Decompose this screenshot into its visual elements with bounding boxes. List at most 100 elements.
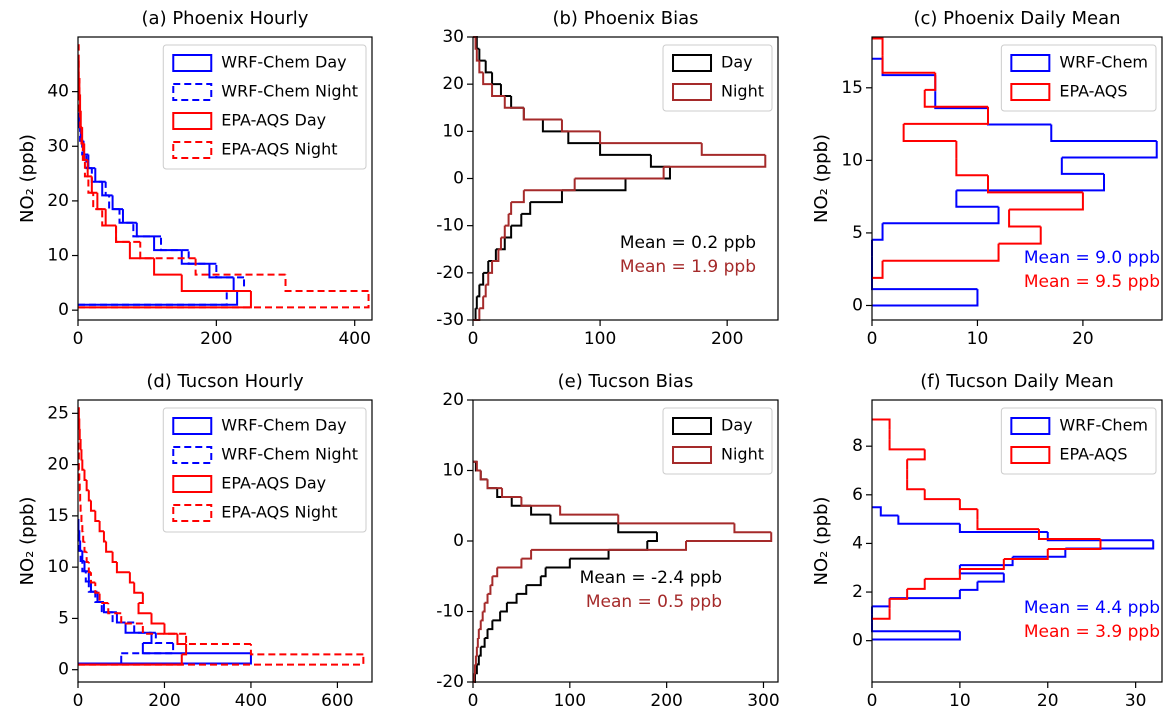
- histogram-step: [483, 261, 490, 274]
- panel-title: (c) Phoenix Daily Mean: [913, 8, 1120, 29]
- histogram-step: [649, 154, 670, 168]
- histogram-step: [889, 588, 909, 600]
- histogram-step: [94, 582, 100, 594]
- histogram-step: [78, 653, 123, 665]
- legend: WRF-Chem EPA-AQS: [1000, 407, 1157, 475]
- histogram-step: [569, 549, 610, 560]
- histogram-step: [506, 593, 518, 604]
- histogram-step: [473, 460, 481, 472]
- histogram-step: [83, 541, 87, 553]
- histogram-step: [872, 418, 891, 430]
- x-tick-label: 100: [584, 329, 616, 349]
- histogram-step: [872, 289, 979, 307]
- histogram-step: [80, 510, 83, 523]
- legend: Day Night: [662, 407, 773, 475]
- legend-swatch: [172, 475, 213, 493]
- legend-frame: [662, 407, 773, 475]
- histogram-step: [872, 260, 884, 279]
- histogram-step: [137, 603, 152, 615]
- histogram-step: [476, 637, 479, 648]
- histogram-step: [520, 496, 561, 507]
- histogram-step: [903, 106, 989, 125]
- histogram-step: [977, 573, 1005, 583]
- x-tick-label: 200: [200, 329, 232, 349]
- histogram-step: [508, 202, 513, 215]
- histogram-step: [87, 490, 91, 502]
- histogram-step: [483, 284, 487, 298]
- axes-frame: [472, 399, 779, 683]
- histogram-step: [141, 623, 187, 635]
- histogram-step: [92, 192, 103, 211]
- y-tick-label: 20: [47, 191, 69, 211]
- x-tick-label: 400: [338, 329, 370, 349]
- x-tick-label: 0: [73, 691, 84, 711]
- histogram-step: [872, 37, 884, 56]
- histogram-step: [1050, 124, 1157, 143]
- histogram-step: [521, 202, 532, 215]
- histogram-step: [599, 143, 651, 156]
- legend-label: Day: [721, 416, 753, 435]
- y-tick-label: 0: [852, 295, 863, 315]
- legend-swatch: [1010, 83, 1051, 101]
- histogram-step: [871, 622, 960, 633]
- histogram-step: [1046, 532, 1154, 542]
- histogram-step: [479, 272, 485, 286]
- histogram-step: [486, 479, 503, 490]
- histogram-step: [998, 226, 1042, 245]
- histogram-step: [882, 206, 1000, 225]
- panel: (c) Phoenix Daily Mean NO₂ (ppb) 0 10 20 0 5 10…: [811, 8, 1163, 349]
- histogram-step: [81, 560, 86, 573]
- histogram-step: [132, 222, 162, 238]
- histogram-step: [872, 608, 891, 620]
- histogram-step: [647, 532, 658, 542]
- y-tick-label: 15: [47, 506, 69, 526]
- histogram-step: [958, 523, 1048, 534]
- histogram-step: [511, 190, 525, 204]
- y-tick-label: 5: [58, 608, 69, 628]
- histogram-step: [154, 632, 174, 645]
- histogram-step: [121, 209, 137, 224]
- histogram-step: [479, 470, 488, 481]
- histogram-step: [85, 479, 89, 492]
- y-tick-label: 5: [852, 223, 863, 243]
- histogram-step: [482, 602, 486, 613]
- histogram-step: [497, 558, 523, 569]
- x-tick-label: 200: [650, 691, 682, 711]
- annotation: Mean = 9.0 ppb: [1024, 248, 1160, 268]
- legend-label: EPA-AQS Day: [221, 111, 326, 130]
- y-tick-label: 20: [442, 390, 464, 410]
- legend: Day Night: [662, 44, 773, 112]
- y-tick-label: 2: [852, 582, 863, 602]
- legend-label: WRF-Chem Night: [221, 445, 358, 464]
- histogram-step: [81, 521, 84, 533]
- histogram-step: [83, 469, 87, 481]
- legend: WRF-Chem Day WRF-Chem Night EPA-AQS Day EPA…: [162, 44, 367, 170]
- histogram-step: [104, 181, 110, 197]
- histogram-step: [181, 644, 188, 656]
- histogram-step: [133, 582, 143, 594]
- histogram-step: [80, 449, 83, 461]
- y-tick-label: 0: [453, 169, 464, 189]
- x-tick-label: 20: [1037, 691, 1059, 711]
- panel-title: (d) Tucson Hourly: [146, 371, 304, 392]
- histogram-step: [215, 263, 245, 279]
- histogram-step: [733, 523, 772, 534]
- histogram-step: [516, 585, 528, 595]
- histogram-step: [531, 541, 688, 551]
- histogram-step: [194, 258, 286, 276]
- histogram-step: [78, 291, 239, 306]
- histogram-step: [81, 459, 85, 471]
- histogram-step: [78, 540, 81, 552]
- histogram-step: [488, 261, 494, 274]
- histogram-step: [185, 633, 251, 646]
- histogram-step: [549, 514, 619, 525]
- legend-label: Night: [721, 82, 764, 101]
- histogram-step: [510, 95, 524, 109]
- legend-swatch: [672, 83, 713, 101]
- histogram-step: [160, 236, 189, 252]
- annotation: Mean = 3.9 ppb: [1024, 622, 1160, 642]
- x-tick-label: 10: [949, 691, 971, 711]
- histogram-step: [284, 274, 369, 293]
- x-tick-label: 200: [711, 329, 743, 349]
- legend-swatch: [1010, 54, 1051, 72]
